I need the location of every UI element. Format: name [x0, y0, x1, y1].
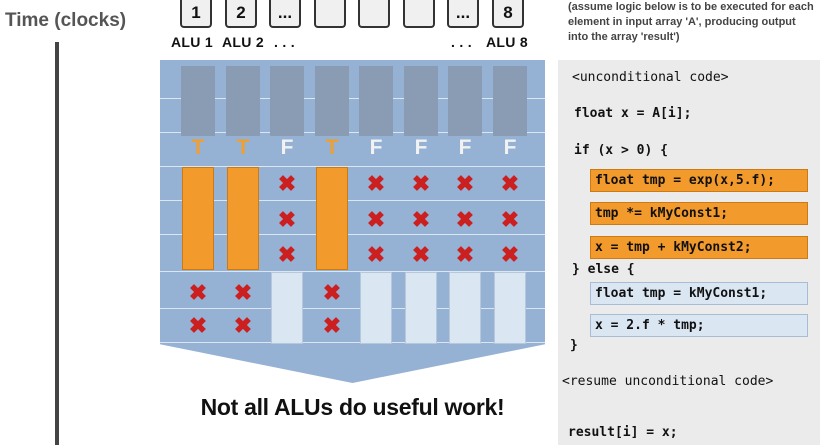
- idle-x-icon: ✖: [366, 242, 386, 267]
- idle-x-icon: ✖: [411, 171, 431, 196]
- idle-x-icon: ✖: [455, 242, 475, 267]
- alu-box-1: 1: [180, 0, 212, 28]
- assumption-note: (assume logic below is to be executed fo…: [568, 1, 814, 43]
- idle-x-icon: ✖: [233, 280, 253, 305]
- lane-result-5: F: [369, 136, 383, 159]
- alu-box-7: ...: [447, 0, 479, 28]
- code-false-line-1: float tmp = kMyConst1;: [590, 282, 808, 305]
- alu-label-dots-right: . . .: [451, 34, 472, 50]
- idle-x-icon: ✖: [500, 171, 520, 196]
- time-axis-line: [55, 42, 59, 445]
- code-line-if: if (x > 0) {: [574, 143, 668, 158]
- idle-x-icon: ✖: [455, 207, 475, 232]
- clock-divider: [160, 132, 545, 133]
- lane-result-8: F: [503, 136, 517, 159]
- idle-x-icon: ✖: [411, 207, 431, 232]
- execution-panel: T T F T F F F F ✖ ✖ ✖ ✖ ✖ ✖ ✖ ✖ ✖ ✖ ✖ ✖ …: [160, 60, 545, 383]
- code-false-line-2: x = 2.f * tmp;: [590, 314, 808, 337]
- code-line-decl: float x = A[i];: [574, 106, 692, 121]
- alu-box-3: ...: [269, 0, 301, 28]
- alu-box-2: 2: [225, 0, 257, 28]
- lane-result-4: T: [325, 136, 339, 159]
- clock-divider: [160, 234, 545, 235]
- idle-x-icon: ✖: [500, 207, 520, 232]
- true-branch-work: [182, 167, 214, 270]
- idle-x-icon: ✖: [277, 207, 297, 232]
- clock-divider: [160, 200, 545, 201]
- lane-condition-cell: [270, 66, 304, 136]
- false-branch-work: [405, 272, 437, 344]
- lane-result-3: F: [280, 136, 294, 159]
- clock-divider: [160, 342, 545, 343]
- idle-x-icon: ✖: [322, 313, 342, 338]
- code-true-line-3: x = tmp + kMyConst2;: [590, 236, 808, 259]
- alu-box-5: [358, 0, 390, 28]
- true-branch-work: [227, 167, 259, 270]
- code-line-else: } else {: [572, 262, 635, 277]
- code-true-line-1: float tmp = exp(x,5.f);: [590, 169, 808, 192]
- lane-result-2: T: [236, 136, 250, 159]
- lane-condition-cell: [226, 66, 260, 136]
- alu-label-8: ALU 8: [486, 34, 528, 50]
- lane-condition-cell: [404, 66, 438, 136]
- alu-box-6: [403, 0, 435, 28]
- code-panel: <unconditional code> float x = A[i]; if …: [558, 60, 820, 445]
- idle-x-icon: ✖: [455, 171, 475, 196]
- caption: Not all ALUs do useful work!: [200, 394, 505, 420]
- lane-condition-cell: [359, 66, 393, 136]
- false-branch-work: [360, 272, 392, 344]
- clock-divider: [160, 308, 545, 309]
- false-branch-work: [449, 272, 481, 344]
- lane-condition-cell: [315, 66, 349, 136]
- alu-box-4: [314, 0, 346, 28]
- time-axis-label: Time (clocks): [5, 10, 127, 31]
- idle-x-icon: ✖: [500, 242, 520, 267]
- true-branch-work: [316, 167, 348, 270]
- lane-condition-cell: [493, 66, 527, 136]
- lane-condition-cell: [448, 66, 482, 136]
- lane-condition-cell: [181, 66, 215, 136]
- idle-x-icon: ✖: [366, 171, 386, 196]
- alu-box-8: 8: [492, 0, 524, 28]
- lane-result-6: F: [414, 136, 428, 159]
- idle-x-icon: ✖: [411, 242, 431, 267]
- clock-divider: [160, 166, 545, 167]
- false-branch-work: [271, 272, 303, 344]
- clock-divider: [160, 98, 545, 99]
- code-line-close: }: [570, 338, 578, 353]
- idle-x-icon: ✖: [366, 207, 386, 232]
- idle-x-icon: ✖: [188, 280, 208, 305]
- code-true-line-2: tmp *= kMyConst1;: [590, 202, 808, 225]
- alu-label-1: ALU 1: [171, 34, 213, 50]
- clock-divider: [160, 271, 545, 272]
- idle-x-icon: ✖: [233, 313, 253, 338]
- code-line-result: result[i] = x;: [568, 425, 678, 440]
- code-comment-unconditional: <unconditional code>: [572, 70, 729, 85]
- idle-x-icon: ✖: [188, 313, 208, 338]
- code-comment-resume: <resume unconditional code>: [562, 374, 774, 389]
- idle-x-icon: ✖: [322, 280, 342, 305]
- idle-x-icon: ✖: [277, 171, 297, 196]
- false-branch-work: [494, 272, 526, 344]
- alu-label-dots-left: . . .: [274, 34, 295, 50]
- idle-x-icon: ✖: [277, 242, 297, 267]
- lane-result-1: T: [191, 136, 205, 159]
- lane-result-7: F: [458, 136, 472, 159]
- alu-label-2: ALU 2: [222, 34, 264, 50]
